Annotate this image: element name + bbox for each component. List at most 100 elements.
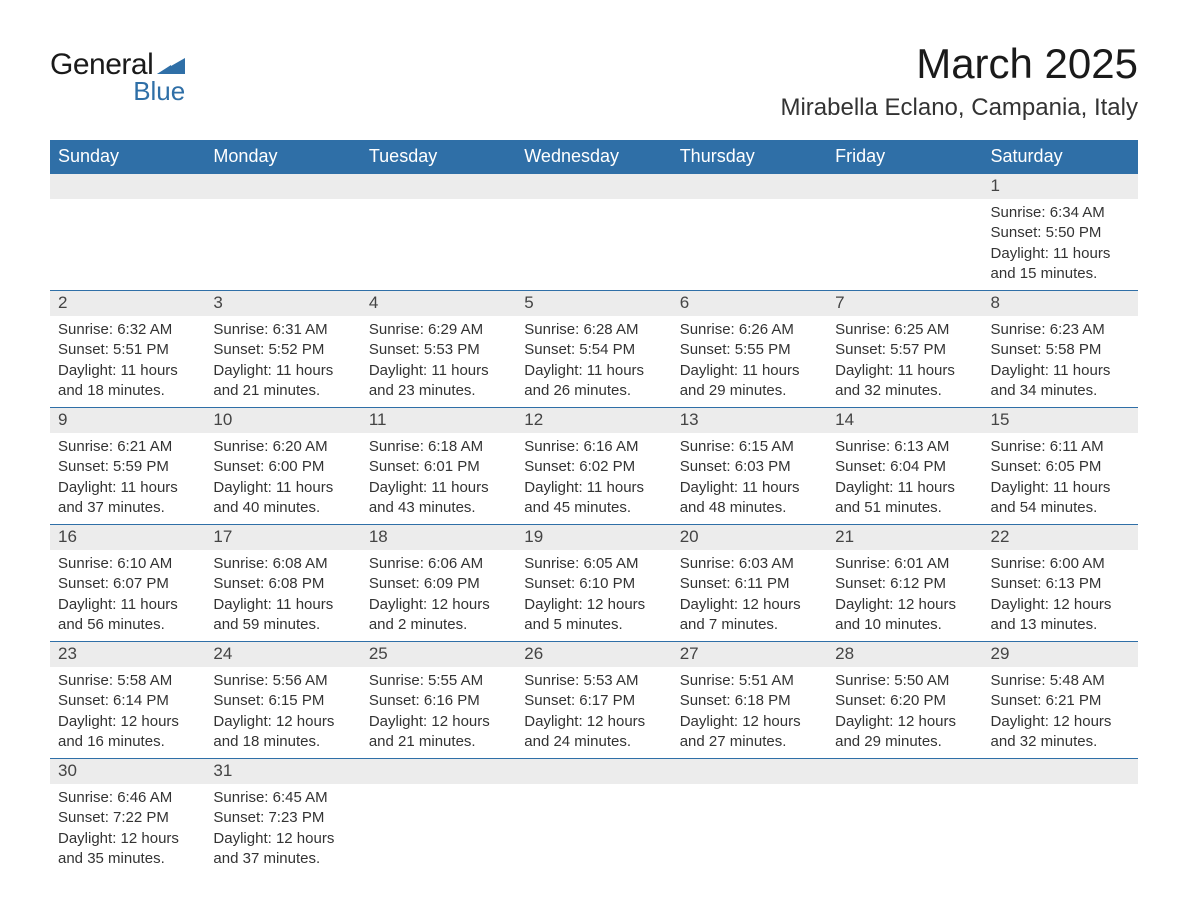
weekday-header-row: Sunday Monday Tuesday Wednesday Thursday…	[50, 140, 1138, 174]
sunrise-line: Sunrise: 5:56 AM	[213, 671, 352, 691]
day-details: Sunrise: 5:56 AMSunset: 6:15 PMDaylight:…	[205, 667, 360, 758]
day-details	[827, 784, 982, 858]
day-details: Sunrise: 6:03 AMSunset: 6:11 PMDaylight:…	[672, 550, 827, 641]
daylight-line: Daylight: 11 hours and 37 minutes.	[58, 478, 197, 519]
day-details: Sunrise: 6:06 AMSunset: 6:09 PMDaylight:…	[361, 550, 516, 641]
day-number: 7	[827, 291, 982, 316]
day-number: 8	[983, 291, 1138, 316]
daylight-line: Daylight: 11 hours and 43 minutes.	[369, 478, 508, 519]
weekday-header: Friday	[827, 140, 982, 174]
sunset-line: Sunset: 6:20 PM	[835, 691, 974, 711]
day-number	[361, 174, 516, 199]
day-details	[361, 784, 516, 858]
day-details: Sunrise: 6:32 AMSunset: 5:51 PMDaylight:…	[50, 316, 205, 407]
day-number: 13	[672, 408, 827, 433]
day-details: Sunrise: 6:15 AMSunset: 6:03 PMDaylight:…	[672, 433, 827, 524]
sunrise-line: Sunrise: 6:06 AM	[369, 554, 508, 574]
daylight-line: Daylight: 11 hours and 51 minutes.	[835, 478, 974, 519]
calendar-day-cell: 28Sunrise: 5:50 AMSunset: 6:20 PMDayligh…	[827, 642, 982, 759]
calendar-day-cell: 1Sunrise: 6:34 AMSunset: 5:50 PMDaylight…	[983, 174, 1138, 291]
daylight-line: Daylight: 11 hours and 48 minutes.	[680, 478, 819, 519]
day-number: 3	[205, 291, 360, 316]
calendar-day-cell: 5Sunrise: 6:28 AMSunset: 5:54 PMDaylight…	[516, 291, 671, 408]
sunrise-line: Sunrise: 6:11 AM	[991, 437, 1130, 457]
day-number: 5	[516, 291, 671, 316]
day-number: 1	[983, 174, 1138, 199]
day-number	[827, 174, 982, 199]
daylight-line: Daylight: 11 hours and 34 minutes.	[991, 361, 1130, 402]
day-details: Sunrise: 5:58 AMSunset: 6:14 PMDaylight:…	[50, 667, 205, 758]
sunset-line: Sunset: 6:12 PM	[835, 574, 974, 594]
day-number: 6	[672, 291, 827, 316]
daylight-line: Daylight: 11 hours and 56 minutes.	[58, 595, 197, 636]
day-details	[361, 199, 516, 273]
sunset-line: Sunset: 6:01 PM	[369, 457, 508, 477]
sunrise-line: Sunrise: 6:31 AM	[213, 320, 352, 340]
month-title: March 2025	[780, 40, 1138, 88]
sunrise-line: Sunrise: 6:45 AM	[213, 788, 352, 808]
sunrise-line: Sunrise: 5:50 AM	[835, 671, 974, 691]
daylight-line: Daylight: 12 hours and 7 minutes.	[680, 595, 819, 636]
calendar-day-cell: 12Sunrise: 6:16 AMSunset: 6:02 PMDayligh…	[516, 408, 671, 525]
day-details: Sunrise: 6:10 AMSunset: 6:07 PMDaylight:…	[50, 550, 205, 641]
calendar-week-row: 30Sunrise: 6:46 AMSunset: 7:22 PMDayligh…	[50, 759, 1138, 876]
sunrise-line: Sunrise: 6:34 AM	[991, 203, 1130, 223]
sunrise-line: Sunrise: 6:29 AM	[369, 320, 508, 340]
day-number: 27	[672, 642, 827, 667]
calendar-day-cell	[361, 174, 516, 291]
day-details	[672, 784, 827, 858]
sunset-line: Sunset: 5:59 PM	[58, 457, 197, 477]
day-number: 16	[50, 525, 205, 550]
weekday-header: Saturday	[983, 140, 1138, 174]
sunrise-line: Sunrise: 6:03 AM	[680, 554, 819, 574]
day-number	[827, 759, 982, 784]
sunrise-line: Sunrise: 6:08 AM	[213, 554, 352, 574]
sunrise-line: Sunrise: 6:20 AM	[213, 437, 352, 457]
daylight-line: Daylight: 12 hours and 18 minutes.	[213, 712, 352, 753]
weekday-header: Wednesday	[516, 140, 671, 174]
day-number	[983, 759, 1138, 784]
sunset-line: Sunset: 5:51 PM	[58, 340, 197, 360]
sunrise-line: Sunrise: 5:58 AM	[58, 671, 197, 691]
daylight-line: Daylight: 11 hours and 21 minutes.	[213, 361, 352, 402]
sunset-line: Sunset: 6:04 PM	[835, 457, 974, 477]
day-details: Sunrise: 5:53 AMSunset: 6:17 PMDaylight:…	[516, 667, 671, 758]
day-number: 11	[361, 408, 516, 433]
day-details: Sunrise: 6:31 AMSunset: 5:52 PMDaylight:…	[205, 316, 360, 407]
day-number: 19	[516, 525, 671, 550]
day-details: Sunrise: 6:45 AMSunset: 7:23 PMDaylight:…	[205, 784, 360, 875]
sunset-line: Sunset: 6:07 PM	[58, 574, 197, 594]
day-details	[50, 199, 205, 273]
sunrise-line: Sunrise: 6:15 AM	[680, 437, 819, 457]
day-details: Sunrise: 6:18 AMSunset: 6:01 PMDaylight:…	[361, 433, 516, 524]
daylight-line: Daylight: 12 hours and 13 minutes.	[991, 595, 1130, 636]
day-details: Sunrise: 6:05 AMSunset: 6:10 PMDaylight:…	[516, 550, 671, 641]
day-number: 14	[827, 408, 982, 433]
calendar-day-cell: 15Sunrise: 6:11 AMSunset: 6:05 PMDayligh…	[983, 408, 1138, 525]
logo: General Blue	[50, 48, 185, 107]
daylight-line: Daylight: 12 hours and 35 minutes.	[58, 829, 197, 870]
daylight-line: Daylight: 12 hours and 2 minutes.	[369, 595, 508, 636]
sunrise-line: Sunrise: 6:32 AM	[58, 320, 197, 340]
calendar-day-cell: 17Sunrise: 6:08 AMSunset: 6:08 PMDayligh…	[205, 525, 360, 642]
day-number	[50, 174, 205, 199]
location-subtitle: Mirabella Eclano, Campania, Italy	[780, 94, 1138, 122]
day-number: 4	[361, 291, 516, 316]
daylight-line: Daylight: 11 hours and 29 minutes.	[680, 361, 819, 402]
day-number	[361, 759, 516, 784]
daylight-line: Daylight: 12 hours and 27 minutes.	[680, 712, 819, 753]
day-details: Sunrise: 6:29 AMSunset: 5:53 PMDaylight:…	[361, 316, 516, 407]
calendar-day-cell: 26Sunrise: 5:53 AMSunset: 6:17 PMDayligh…	[516, 642, 671, 759]
sunset-line: Sunset: 6:18 PM	[680, 691, 819, 711]
calendar-day-cell: 22Sunrise: 6:00 AMSunset: 6:13 PMDayligh…	[983, 525, 1138, 642]
day-number: 24	[205, 642, 360, 667]
calendar-day-cell	[827, 759, 982, 876]
day-number: 31	[205, 759, 360, 784]
calendar-day-cell	[672, 759, 827, 876]
day-details: Sunrise: 5:51 AMSunset: 6:18 PMDaylight:…	[672, 667, 827, 758]
sunset-line: Sunset: 5:57 PM	[835, 340, 974, 360]
day-number: 22	[983, 525, 1138, 550]
sunrise-line: Sunrise: 6:21 AM	[58, 437, 197, 457]
day-details: Sunrise: 6:08 AMSunset: 6:08 PMDaylight:…	[205, 550, 360, 641]
calendar-day-cell	[516, 759, 671, 876]
